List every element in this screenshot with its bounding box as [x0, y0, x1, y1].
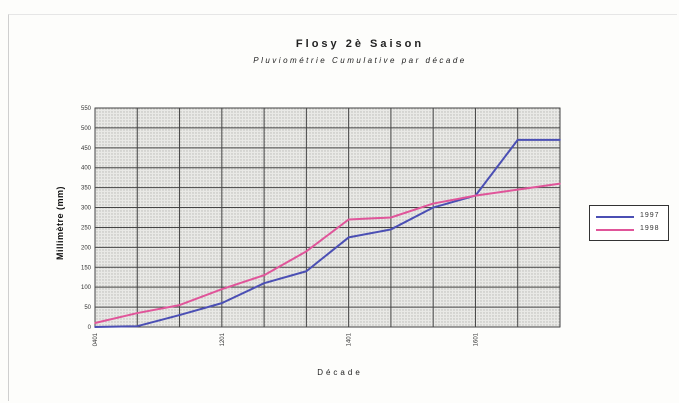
series-line-1998	[94, 182, 561, 324]
x-tick-label: 1401	[347, 332, 353, 346]
data-point-1997	[347, 236, 350, 239]
data-point-1998	[474, 194, 477, 197]
x-tick-label: 1201	[220, 332, 226, 346]
data-point-1998	[178, 304, 181, 306]
y-tick-label: 500	[81, 126, 92, 132]
data-point-1998	[263, 274, 265, 277]
legend-item-1998: 1998	[596, 225, 666, 235]
data-point-1998	[432, 202, 434, 205]
chart-subtitle: Pluviométrie Cumulative par décade	[253, 56, 467, 65]
data-point-1997	[305, 270, 308, 273]
data-point-1997	[559, 139, 561, 141]
series-line-1997	[94, 138, 560, 328]
data-point-1997	[432, 206, 434, 209]
data-point-1998	[305, 250, 308, 253]
data-point-1997	[94, 326, 96, 328]
data-point-1998	[347, 218, 350, 221]
legend-label-1998: 1998	[640, 225, 660, 232]
data-point-1998	[136, 312, 139, 314]
y-tick-label: 150	[81, 265, 92, 271]
y-tick-label: 350	[81, 186, 92, 192]
y-tick-label: 450	[81, 146, 92, 152]
x-axis-label: Décade	[317, 368, 363, 377]
y-tick-label: 550	[81, 106, 92, 112]
chart-frame	[8, 14, 677, 401]
data-point-1997	[516, 139, 519, 141]
x-tick-label: 1601	[473, 332, 479, 346]
data-point-1997	[390, 228, 392, 231]
data-point-1997	[178, 314, 181, 316]
data-point-1998	[559, 182, 561, 185]
data-point-1997	[221, 302, 223, 304]
data-point-1998	[221, 288, 223, 290]
legend-label-1997: 1997	[640, 212, 660, 219]
x-tick-label: 0401	[93, 332, 99, 346]
y-tick-label: 0	[88, 325, 92, 331]
y-tick-label: 100	[81, 285, 92, 291]
data-point-1997	[263, 282, 265, 285]
legend-swatch-1997	[596, 216, 634, 218]
legend-swatch-1998	[596, 229, 634, 231]
y-tick-label: 300	[81, 206, 92, 212]
y-tick-label: 250	[81, 225, 92, 231]
legend-item-1997: 1997	[596, 212, 666, 222]
data-point-1997	[136, 325, 139, 328]
data-point-1998	[516, 188, 519, 191]
chart-title: Flosy 2è Saison	[295, 38, 425, 50]
plot-background	[94, 107, 561, 328]
data-point-1998	[390, 216, 392, 219]
y-tick-label: 200	[81, 245, 92, 251]
y-tick-label: 50	[84, 305, 91, 311]
data-point-1998	[94, 322, 96, 324]
legend: 1997 1998	[589, 205, 669, 241]
y-tick-label: 400	[81, 166, 92, 172]
